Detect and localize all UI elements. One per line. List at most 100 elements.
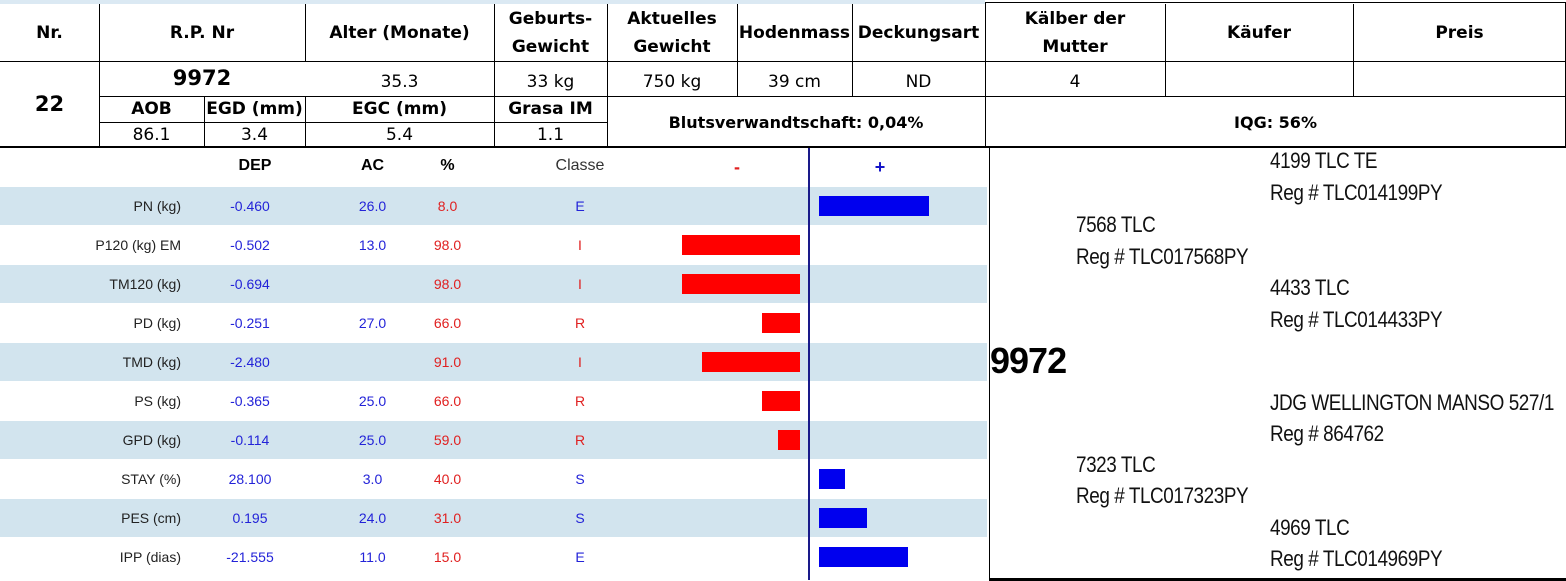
animal-geburtsgewicht: 33 kg [526, 72, 575, 92]
negative-bar [682, 235, 800, 255]
grid-line [985, 2, 1566, 3]
blutsverwandtschaft: Blutsverwandtschaft: 0,04% [668, 113, 924, 132]
percent-value: 91.0 [433, 354, 462, 370]
grid-line [305, 4, 306, 61]
trait-label: PES (cm) [121, 510, 181, 526]
trait-label: PN (kg) [133, 198, 181, 214]
value-egc: 5.4 [385, 124, 414, 145]
grid-line [305, 96, 306, 147]
epd-chart: DEP AC % Classe - + PN (kg) -0.460 26.0 8.0… [0, 148, 987, 581]
pedigree-sire-dam-name: 4433 TLC [1270, 275, 1350, 300]
classe-value: E [575, 198, 585, 214]
grid-line [985, 96, 1566, 97]
zero-axis [808, 148, 810, 580]
dep-value: -0.365 [230, 393, 270, 409]
col-minus: - [734, 157, 740, 177]
percent-value: 66.0 [433, 315, 462, 331]
percent-value: 8.0 [437, 198, 458, 214]
ac-value [330, 265, 415, 303]
label-grasa: Grasa IM [508, 99, 593, 119]
label-egd: EGD (mm) [206, 99, 303, 119]
trait-label: STAY (%) [121, 471, 181, 487]
pedigree-sire-sire-reg: Reg # TLC014199PY [1270, 180, 1443, 205]
dep-value: -0.114 [230, 432, 270, 448]
percent-value: 15.0 [433, 549, 462, 565]
dep-value: -0.502 [230, 237, 270, 253]
percent-value: 98.0 [433, 276, 462, 292]
percent-value: 31.0 [433, 510, 462, 526]
header-hodenmass: Hodenmass [738, 22, 851, 43]
ac-value: 11.0 [359, 549, 386, 565]
epd-row: PES (cm) 0.195 24.0 31.0 S [0, 499, 987, 537]
pedigree-sire-dam-reg: Reg # TLC014433PY [1270, 307, 1443, 332]
grid-line [99, 4, 100, 147]
grid-line [985, 2, 986, 147]
pedigree-dam-dam-reg: Reg # TLC014969PY [1270, 546, 1443, 571]
grid-line [494, 4, 495, 147]
grid-line [737, 4, 738, 96]
trait-label: IPP (dias) [119, 549, 181, 565]
dep-value: -0.251 [230, 315, 270, 331]
ac-value: 27.0 [358, 315, 387, 331]
grid-line [1353, 4, 1354, 96]
classe-value: S [575, 471, 585, 487]
value-aob: 86.1 [132, 124, 171, 145]
percent-value: 98.0 [433, 237, 462, 253]
pedigree-sire-sire-name: 4199 TLC TE [1270, 148, 1378, 173]
animal-kaelber: 4 [1069, 72, 1081, 92]
ac-value: 24.0 [358, 510, 387, 526]
negative-bar [762, 391, 800, 411]
animal-info-table: Nr. R.P. Nr Alter (Monate) Geburts- Gewi… [0, 0, 1566, 148]
percent-value: 66.0 [433, 393, 462, 409]
trait-label: TM120 (kg) [109, 276, 181, 292]
negative-bar [762, 313, 800, 333]
animal-alter: 35.3 [380, 72, 419, 92]
grid-line [1165, 4, 1166, 96]
positive-bar [819, 196, 929, 216]
trait-label: GPD (kg) [122, 432, 181, 448]
col-ac: AC [360, 157, 385, 174]
negative-bar [702, 352, 800, 372]
animal-hodenmass: 39 cm [768, 72, 821, 92]
classe-value: I [578, 354, 582, 370]
pedigree: 9972 4199 TLC TE Reg # TLC014199PY 7568 … [989, 148, 1566, 581]
pedigree-dam-sire-reg: Reg # 864762 [1270, 421, 1384, 446]
animal-rp: 9972 [172, 66, 232, 90]
epd-row: TMD (kg) -2.480 91.0 I [0, 343, 987, 381]
pedigree-sire-reg: Reg # TLC017568PY [1076, 244, 1249, 269]
col-pct: % [440, 157, 455, 174]
trait-label: TMD (kg) [122, 354, 181, 370]
ac-value: 3.0 [362, 471, 383, 487]
epd-row: STAY (%) 28.100 3.0 40.0 S [0, 460, 987, 498]
negative-bar [682, 274, 800, 294]
iqg: IQG: 56% [1234, 113, 1317, 132]
percent-value: 59.0 [433, 432, 462, 448]
label-aob: AOB [131, 99, 172, 119]
dep-value: 28.100 [228, 471, 272, 487]
value-egd: 3.4 [240, 124, 269, 145]
dep-value: -2.480 [230, 354, 270, 370]
epd-row: PS (kg) -0.365 25.0 66.0 R [0, 382, 987, 420]
col-dep: DEP [238, 157, 272, 174]
classe-value: I [578, 276, 582, 292]
header-rp-nr: R.P. Nr [169, 22, 235, 43]
ac-value: 26.0 [358, 198, 387, 214]
classe-value: R [574, 393, 586, 409]
label-egc: EGC (mm) [352, 99, 447, 119]
ac-value: 13.0 [358, 237, 387, 253]
positive-bar [819, 469, 845, 489]
header-nr: Nr. [36, 22, 63, 43]
classe-value: R [574, 432, 586, 448]
classe-value: S [575, 510, 585, 526]
top-accent-bar [0, 0, 985, 4]
grid-line [204, 96, 205, 147]
classe-value: E [575, 549, 585, 565]
classe-value: R [574, 315, 586, 331]
epd-row: GPD (kg) -0.114 25.0 59.0 R [0, 421, 987, 459]
header-alter: Alter (Monate) [329, 22, 470, 43]
trait-label: P120 (kg) EM [95, 237, 181, 253]
pedigree-dam-reg: Reg # TLC017323PY [1076, 483, 1249, 508]
header-aktuelles-gewicht: Aktuelles Gewicht [627, 8, 717, 57]
ac-value [330, 343, 415, 381]
trait-label: PS (kg) [134, 393, 181, 409]
